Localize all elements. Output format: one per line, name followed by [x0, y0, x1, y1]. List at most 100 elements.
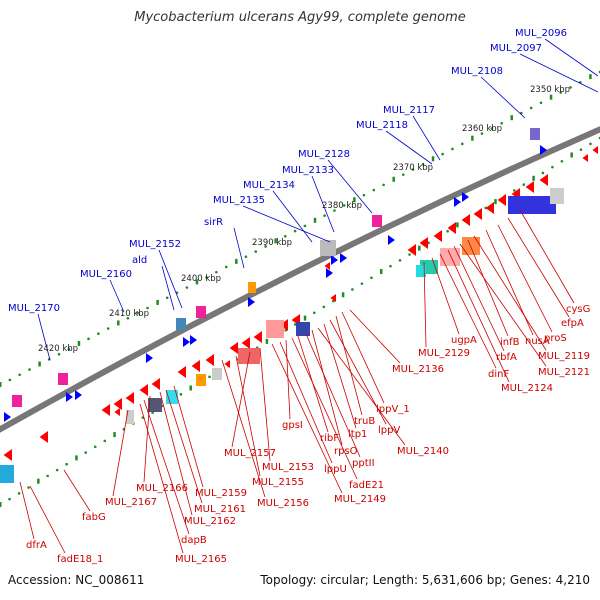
- gene-arrow: [146, 353, 153, 363]
- gene-label-lppU[interactable]: lppU: [324, 464, 347, 475]
- gene-label-rpsO[interactable]: rpsO: [334, 446, 358, 457]
- gene-block: [440, 248, 460, 266]
- gene-label-sirR[interactable]: sirR: [204, 217, 223, 228]
- genome-summary: Topology: circular; Length: 5,631,606 bp…: [260, 573, 590, 587]
- gene-block: [550, 188, 564, 204]
- gene-label-MUL_2118[interactable]: MUL_2118: [356, 120, 408, 131]
- gene-label-fadE21[interactable]: fadE21: [349, 480, 384, 491]
- gene-label-dfrA[interactable]: dfrA: [26, 540, 47, 551]
- gene-label-MUL_2152[interactable]: MUL_2152: [129, 239, 181, 250]
- gene-arrow: [229, 342, 238, 354]
- label-leader-line: [459, 243, 547, 367]
- gene-arrow: [539, 174, 548, 186]
- label-leader-line: [285, 339, 291, 420]
- label-leader-line: [19, 481, 35, 540]
- label-leader-line: [161, 265, 175, 311]
- gene-label-pptII[interactable]: pptII: [352, 458, 375, 469]
- gene-block: [266, 320, 284, 338]
- gene-label-MUL_2161[interactable]: MUL_2161: [194, 504, 246, 515]
- gene-label-MUL_2153[interactable]: MUL_2153: [262, 462, 314, 473]
- gene-label-MUL_2160[interactable]: MUL_2160: [80, 269, 132, 280]
- gene-label-MUL_2136[interactable]: MUL_2136: [392, 364, 444, 375]
- gene-label-MUL_2155[interactable]: MUL_2155: [252, 477, 304, 488]
- label-leader-line: [231, 351, 251, 448]
- gene-arrow: [407, 244, 416, 256]
- gene-label-MUL_2121[interactable]: MUL_2121: [538, 367, 590, 378]
- gene-label-infB[interactable]: infB: [500, 337, 520, 348]
- gene-label-lppV_1[interactable]: lppV_1: [376, 404, 410, 415]
- gene-label-MUL_2156[interactable]: MUL_2156: [257, 498, 309, 509]
- gene-label-MUL_2159[interactable]: MUL_2159: [195, 488, 247, 499]
- gene-label-fadE18_1[interactable]: fadE18_1: [57, 554, 103, 565]
- gene-label-rbfA[interactable]: rbfA: [496, 352, 517, 363]
- gene-label-MUL_2133[interactable]: MUL_2133: [282, 165, 334, 176]
- scale-label: 2380 kbp: [322, 201, 362, 211]
- gene-label-nusA[interactable]: nusA: [525, 336, 550, 347]
- label-leader-line: [323, 323, 357, 429]
- gene-label-MUL_2128[interactable]: MUL_2128: [298, 149, 350, 160]
- gene-label-MUL_2165[interactable]: MUL_2165: [175, 554, 227, 565]
- label-leader-line: [221, 359, 266, 498]
- gene-label-fabG[interactable]: fabG: [82, 512, 106, 523]
- map-title: Mycobacterium ulcerans Agy99, complete g…: [134, 10, 466, 25]
- gene-block: [212, 368, 222, 380]
- gene-label-lppV[interactable]: lppV: [378, 425, 400, 436]
- gene-label-MUL_2135[interactable]: MUL_2135: [213, 195, 265, 206]
- gene-label-MUL_2108[interactable]: MUL_2108: [451, 66, 503, 77]
- label-leader-line: [143, 399, 190, 535]
- scale-label: 2370 kbp: [393, 163, 433, 173]
- gene-label-dapB[interactable]: dapB: [181, 535, 207, 546]
- label-leader-line: [159, 391, 193, 516]
- gene-label-MUL_2157[interactable]: MUL_2157: [224, 448, 276, 459]
- gene-label-MUL_2162[interactable]: MUL_2162: [184, 516, 236, 527]
- gene-arrow: [224, 360, 230, 368]
- gene-label-ltp1[interactable]: ltp1: [348, 429, 367, 440]
- gene-arrow: [3, 449, 12, 461]
- gene-label-MUL_2166[interactable]: MUL_2166: [136, 483, 188, 494]
- gene-label-ribF[interactable]: ribF: [320, 433, 339, 444]
- label-leader-line: [259, 347, 271, 462]
- label-leader-line: [412, 115, 441, 161]
- gene-label-MUL_2097[interactable]: MUL_2097: [490, 43, 542, 54]
- gene-label-proS[interactable]: proS: [544, 333, 567, 344]
- gene-arrow: [183, 337, 190, 347]
- gene-label-MUL_2170[interactable]: MUL_2170: [8, 303, 60, 314]
- gene-label-truB[interactable]: truB: [354, 416, 375, 427]
- gene-label-MUL_2167[interactable]: MUL_2167: [105, 497, 157, 508]
- gene-label-gpsI[interactable]: gpsI: [282, 420, 303, 431]
- gene-label-MUL_2096[interactable]: MUL_2096: [515, 28, 567, 39]
- gene-arrow: [462, 192, 469, 202]
- gene-arrow: [419, 237, 428, 249]
- genome-backbone: [0, 126, 600, 433]
- gene-label-ugpA[interactable]: ugpA: [451, 335, 477, 346]
- label-leader-line: [235, 355, 261, 477]
- gene-label-MUL_2124[interactable]: MUL_2124: [501, 383, 553, 394]
- gene-label-MUL_2149[interactable]: MUL_2149: [334, 494, 386, 505]
- gene-label-dinF[interactable]: dinF: [488, 369, 509, 380]
- gene-label-MUL_2129[interactable]: MUL_2129: [418, 348, 470, 359]
- gene-label-MUL_2119[interactable]: MUL_2119: [538, 351, 590, 362]
- gene-arrow: [125, 392, 134, 404]
- gene-label-MUL_2134[interactable]: MUL_2134: [243, 180, 295, 191]
- scale-label: 2400 kbp: [181, 274, 221, 284]
- gene-label-MUL_2140[interactable]: MUL_2140: [397, 446, 449, 457]
- gene-label-cysG[interactable]: cysG: [566, 304, 590, 315]
- label-leader-line: [453, 245, 505, 352]
- gene-label-MUL_2117[interactable]: MUL_2117: [383, 105, 435, 116]
- label-leader-line: [311, 329, 343, 446]
- gene-block: [0, 465, 14, 483]
- scale-label: 2410 kbp: [109, 309, 149, 319]
- gene-label-efpA[interactable]: efpA: [561, 318, 584, 329]
- gene-label-ald[interactable]: ald: [132, 255, 147, 266]
- label-leader-line: [242, 205, 331, 243]
- forward-gene-labels[interactable]: MUL_2096 MUL_2097 MUL_2108 MUL_2117 MUL_2118…: [8, 28, 567, 314]
- gene-arrow: [191, 360, 200, 372]
- gene-arrow: [497, 194, 506, 206]
- gene-arrow: [177, 366, 186, 378]
- label-leader-line: [109, 279, 125, 313]
- label-leader-line: [497, 224, 553, 333]
- gene-block: [196, 374, 206, 386]
- scale-label: 2420 kbp: [38, 344, 78, 354]
